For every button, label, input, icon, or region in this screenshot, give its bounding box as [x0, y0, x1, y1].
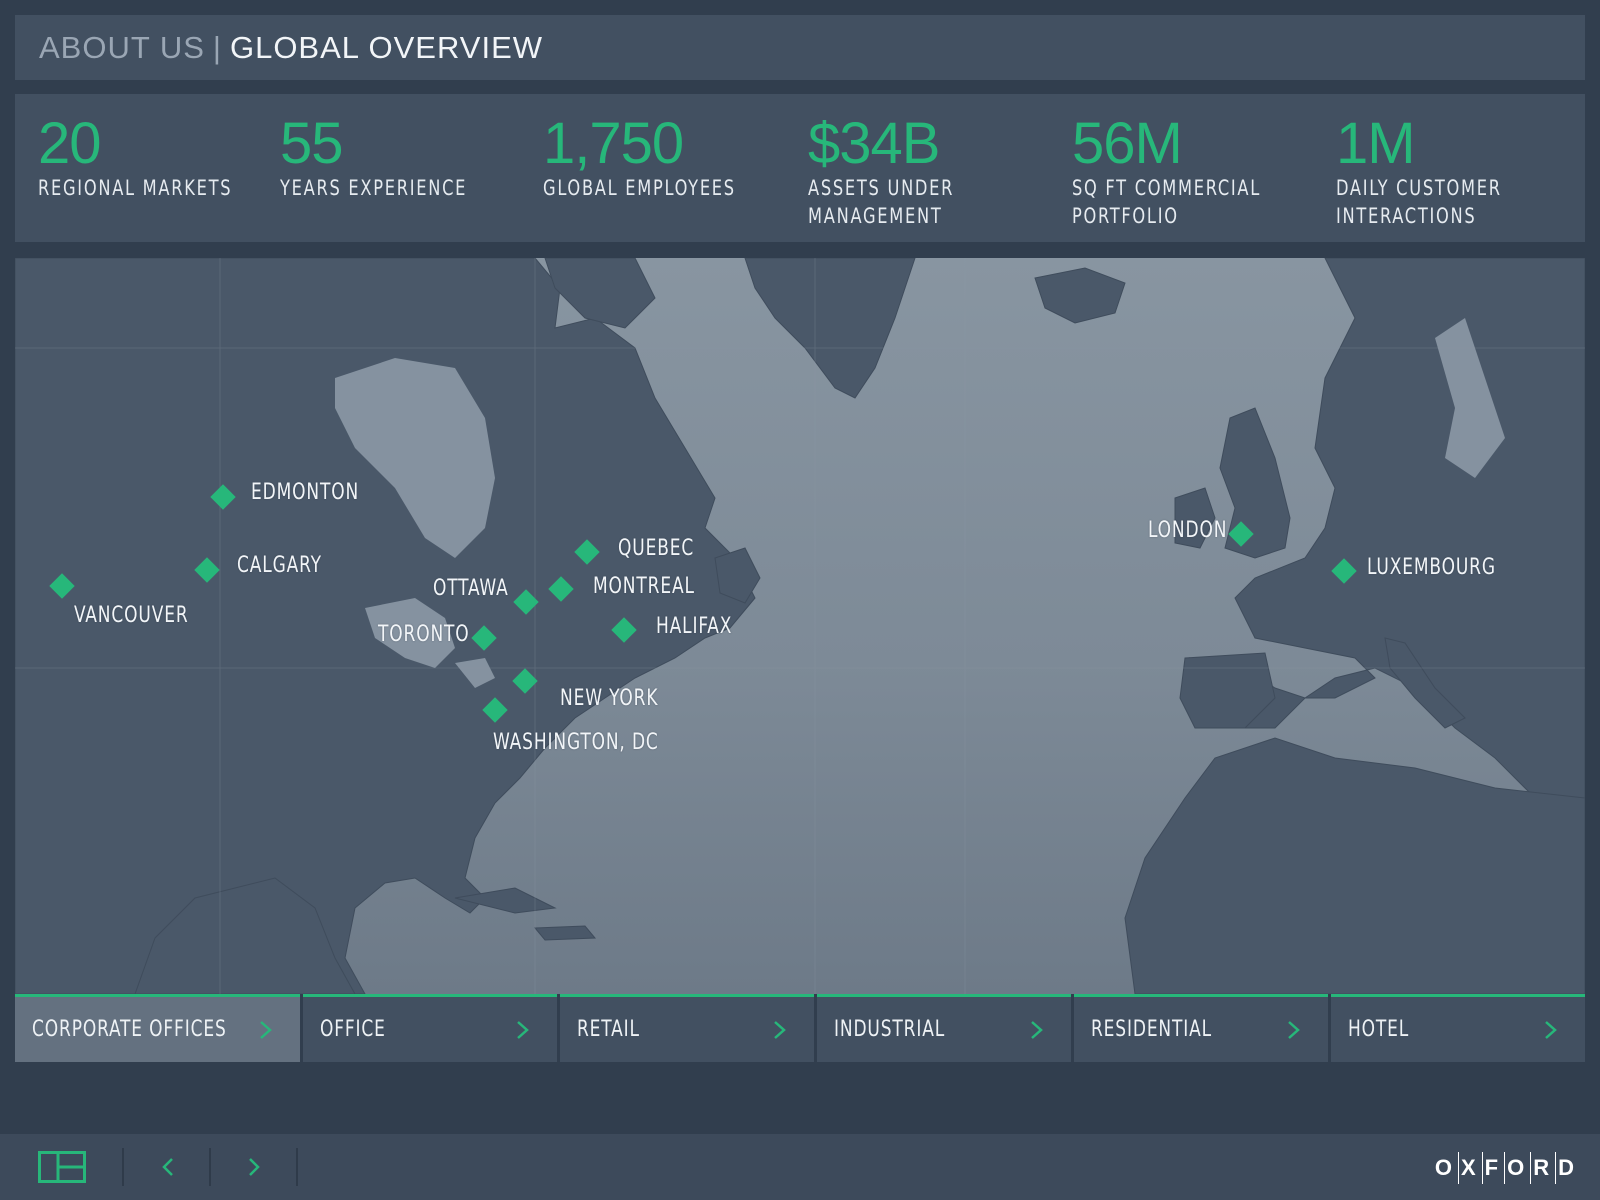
footer-divider — [122, 1148, 124, 1186]
logo-letter: O — [1507, 1155, 1529, 1180]
stat-value: 1M — [1336, 111, 1416, 176]
logo-letter: O — [1434, 1155, 1456, 1180]
city-label-ottawa: OTTAWA — [433, 576, 509, 601]
logo-bar — [1504, 1152, 1506, 1184]
logo-letter: X — [1460, 1155, 1480, 1180]
logo-letter: F — [1484, 1155, 1503, 1180]
city-label-new-york: NEW YORK — [560, 686, 659, 711]
footer-toolbar: O X F O R D — [0, 1134, 1600, 1200]
layout-grid-icon — [38, 1151, 86, 1183]
tab-label: HOTEL — [1348, 1017, 1410, 1042]
city-label-luxembourg: LUXEMBOURG — [1367, 555, 1496, 580]
stat-years-experience: 55 YEARS EXPERIENCE — [280, 114, 560, 202]
footer-divider — [209, 1148, 211, 1186]
city-label-halifax: HALIFAX — [656, 614, 733, 639]
logo-bar — [1555, 1152, 1557, 1184]
stat-label: DAILY CUSTOMER INTERACTIONS — [1336, 176, 1502, 228]
layout-grid-button[interactable] — [36, 1147, 88, 1187]
city-label-toronto: TORONTO — [378, 622, 470, 647]
stat-label: GLOBAL EMPLOYEES — [543, 176, 736, 200]
chevron-right-icon — [1031, 1020, 1044, 1039]
oxford-logo: O X F O R D — [1435, 1150, 1578, 1186]
prev-page-button[interactable] — [150, 1147, 186, 1187]
stat-label: ASSETS UNDER MANAGEMENT — [808, 176, 955, 228]
page-header: ABOUT US | GLOBAL OVERVIEW — [15, 15, 1585, 80]
stat-regional-markets: 20 REGIONAL MARKETS — [38, 114, 318, 202]
stat-value: 56M — [1072, 111, 1183, 176]
chevron-right-icon — [774, 1020, 787, 1039]
city-label-montreal: MONTREAL — [593, 574, 695, 599]
map-landmass — [15, 258, 1585, 994]
stat-label: YEARS EXPERIENCE — [280, 176, 468, 200]
tab-corporate-offices[interactable]: CORPORATE OFFICES — [15, 994, 301, 1062]
breadcrumb-separator: | — [212, 29, 222, 65]
stats-panel: 20 REGIONAL MARKETS 55 YEARS EXPERIENCE … — [15, 94, 1585, 242]
city-label-edmonton: EDMONTON — [251, 480, 360, 505]
tab-label: RESIDENTIAL — [1091, 1017, 1213, 1042]
tab-residential[interactable]: RESIDENTIAL — [1074, 994, 1329, 1062]
stat-global-employees: 1,750 GLOBAL EMPLOYEES — [543, 114, 823, 202]
stat-customer-interactions: 1M DAILY CUSTOMER INTERACTIONS — [1336, 114, 1600, 230]
tab-label: CORPORATE OFFICES — [32, 1017, 227, 1042]
logo-letter: D — [1558, 1155, 1578, 1180]
logo-bar — [1481, 1152, 1483, 1184]
stat-commercial-portfolio: 56M SQ FT COMMERCIAL PORTFOLIO — [1072, 114, 1352, 230]
next-page-button[interactable] — [236, 1147, 272, 1187]
stat-label: REGIONAL MARKETS — [38, 176, 233, 200]
tab-industrial[interactable]: INDUSTRIAL — [817, 994, 1072, 1062]
category-tabs: CORPORATE OFFICES OFFICE RETAIL INDUSTRI… — [15, 994, 1585, 1062]
chevron-right-icon — [1545, 1020, 1557, 1039]
page-title: GLOBAL OVERVIEW — [229, 29, 544, 65]
logo-bar — [1457, 1152, 1459, 1184]
footer-divider — [296, 1148, 298, 1186]
logo-letter: R — [1533, 1155, 1554, 1180]
chevron-left-icon — [162, 1158, 173, 1176]
tab-retail[interactable]: RETAIL — [560, 994, 815, 1062]
world-map[interactable]: EDMONTON CALGARY VANCOUVER OTTAWA QUEBEC… — [15, 258, 1585, 994]
stat-value: 1,750 — [543, 111, 684, 176]
city-label-washington-dc: WASHINGTON, DC — [493, 730, 659, 755]
stat-assets-under-management: $34B ASSETS UNDER MANAGEMENT — [808, 114, 1088, 230]
breadcrumb-section[interactable]: ABOUT US — [39, 29, 205, 65]
city-label-calgary: CALGARY — [237, 553, 322, 578]
chevron-right-icon — [1288, 1020, 1300, 1039]
chevron-right-icon — [517, 1020, 530, 1039]
tab-office[interactable]: OFFICE — [303, 994, 558, 1062]
stat-value: 20 — [38, 111, 102, 176]
logo-bar — [1530, 1152, 1532, 1184]
tab-label: RETAIL — [577, 1017, 641, 1042]
city-label-london: LONDON — [1148, 518, 1228, 543]
chevron-right-icon — [249, 1158, 260, 1176]
stat-label: SQ FT COMMERCIAL PORTFOLIO — [1072, 176, 1262, 228]
city-label-vancouver: VANCOUVER — [74, 603, 189, 628]
tab-hotel[interactable]: HOTEL — [1331, 994, 1585, 1062]
tab-label: OFFICE — [320, 1017, 387, 1042]
chevron-right-icon — [260, 1020, 273, 1039]
tab-label: INDUSTRIAL — [834, 1017, 946, 1042]
stat-value: $34B — [808, 111, 940, 176]
city-label-quebec: QUEBEC — [618, 536, 695, 561]
stat-value: 55 — [280, 111, 344, 176]
